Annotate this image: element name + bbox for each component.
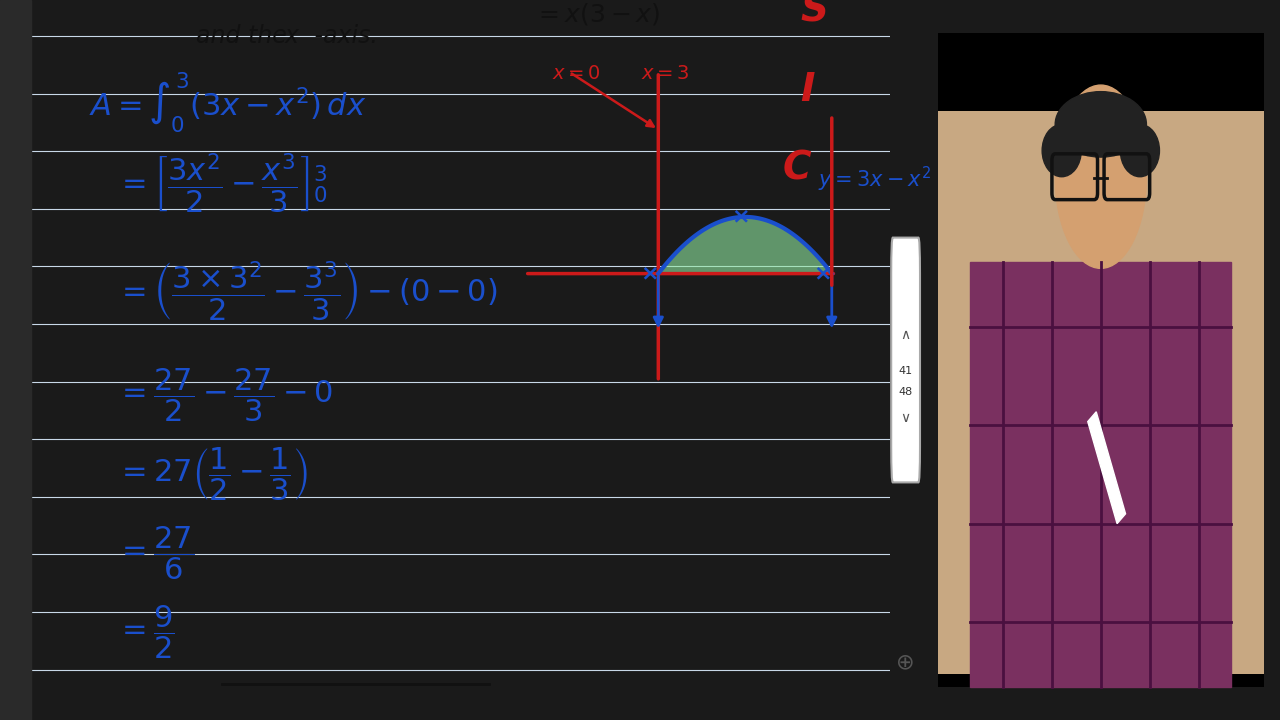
Bar (938, 674, 1263, 688)
Text: -axis.: -axis. (307, 24, 378, 48)
Text: C: C (783, 150, 812, 188)
Text: 41: 41 (899, 366, 913, 376)
FancyBboxPatch shape (891, 238, 920, 482)
Ellipse shape (1055, 91, 1147, 157)
Text: ×: × (640, 264, 659, 284)
Text: ∨: ∨ (901, 410, 910, 425)
Text: $= \dfrac{27}{2} - \dfrac{27}{3} - 0$: $= \dfrac{27}{2} - \dfrac{27}{3} - 0$ (115, 366, 333, 424)
Text: $x = 3$: $x = 3$ (640, 64, 690, 84)
Text: ∧: ∧ (901, 328, 910, 342)
Text: $= x(3-x)$: $= x(3-x)$ (534, 1, 660, 27)
Bar (0, 0, 31, 720)
Text: ×: × (814, 264, 832, 284)
Circle shape (1055, 85, 1147, 269)
Text: ⊕: ⊕ (896, 652, 915, 672)
Bar (938, 112, 1263, 674)
Text: I: I (801, 71, 815, 109)
Polygon shape (970, 262, 1231, 688)
Ellipse shape (1042, 125, 1082, 176)
Text: $= \dfrac{9}{2}$: $= \dfrac{9}{2}$ (115, 604, 174, 662)
Text: $= \left[\dfrac{3x^2}{2} - \dfrac{x^3}{3}\right]_0^3$: $= \left[\dfrac{3x^2}{2} - \dfrac{x^3}{3… (115, 151, 328, 215)
Bar (1088, 412, 1125, 523)
Text: $x = 0$: $x = 0$ (552, 64, 600, 84)
Text: 48: 48 (899, 387, 913, 397)
Text: $A = \int_0^3 (3x - x^2)\, dx$: $A = \int_0^3 (3x - x^2)\, dx$ (88, 70, 366, 135)
Text: x: x (284, 24, 298, 48)
Ellipse shape (1120, 125, 1160, 176)
Text: $y = 3x - x^2$: $y = 3x - x^2$ (818, 165, 932, 194)
Text: $= \dfrac{27}{6}$: $= \dfrac{27}{6}$ (115, 525, 193, 582)
Text: ×: × (731, 207, 750, 227)
Text: and the: and the (196, 24, 302, 48)
Bar (938, 32, 1263, 112)
Text: $= 27\left(\dfrac{1}{2} - \dfrac{1}{3}\right)$: $= 27\left(\dfrac{1}{2} - \dfrac{1}{3}\r… (115, 446, 308, 503)
Text: $= \left(\dfrac{3 \times 3^2}{2} - \dfrac{3^3}{3}\right) - \left(0 - 0\right)$: $= \left(\dfrac{3 \times 3^2}{2} - \dfra… (115, 259, 497, 323)
Polygon shape (658, 217, 832, 274)
Text: S: S (801, 0, 828, 30)
